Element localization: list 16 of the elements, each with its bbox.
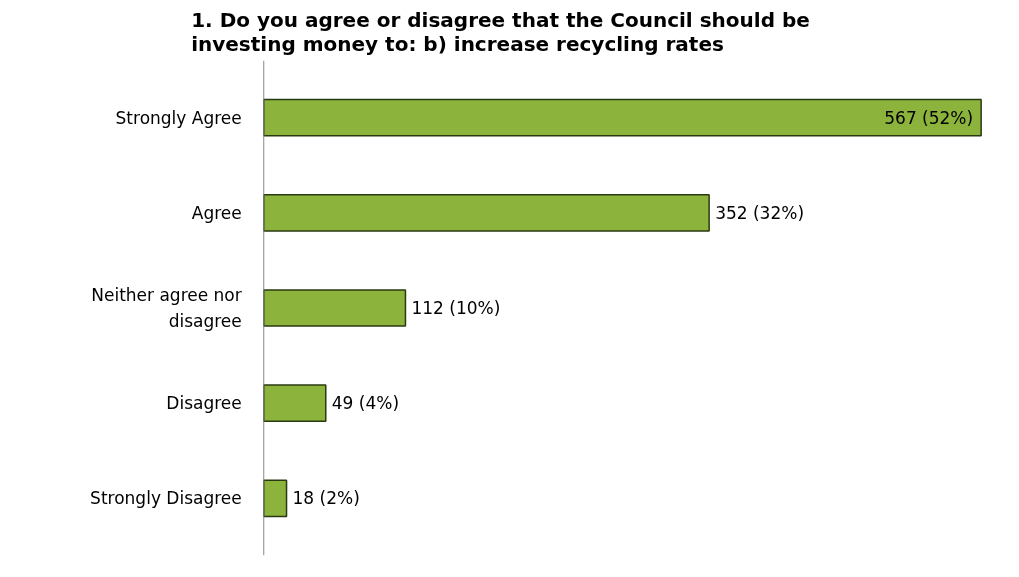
y-tick-label: Agree (191, 202, 242, 223)
bar (263, 384, 327, 423)
bar (263, 98, 982, 137)
data-label: 352 (32%) (715, 202, 805, 223)
y-tick-label: Strongly Disagree (90, 488, 242, 509)
y-tick-label: Disagree (166, 393, 242, 414)
chart-title: 1. Do you agree or disagree that the Council should be investing money to: b) increase recycling rates (191, 7, 810, 56)
y-tick-label: Neither agree nor disagree (91, 285, 242, 331)
y-tick-label: Strongly Agree (115, 107, 242, 128)
bar (263, 289, 407, 327)
data-label: 567 (52%) (884, 107, 974, 128)
data-label: 18 (2%) (292, 488, 360, 509)
data-label: 49 (4%) (331, 393, 400, 414)
data-label: 112 (10%) (411, 298, 501, 318)
bar (263, 193, 710, 232)
bar (263, 479, 288, 518)
